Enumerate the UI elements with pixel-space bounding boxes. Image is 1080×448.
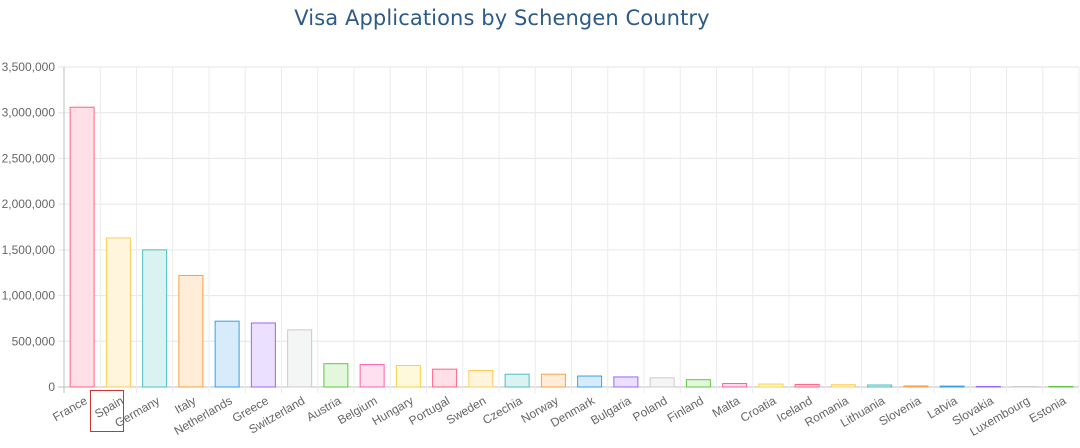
bar-malta[interactable] bbox=[722, 383, 748, 388]
x-tick-label: Hungary bbox=[370, 393, 416, 428]
bar-luxembourg[interactable] bbox=[1012, 386, 1038, 388]
x-tick-label: Slovenia bbox=[877, 393, 924, 428]
bar-belgium[interactable] bbox=[359, 364, 385, 388]
x-tick-label: Malta bbox=[710, 393, 743, 420]
chart-title: Visa Applications by Schengen Country bbox=[294, 6, 710, 30]
bar-romania[interactable] bbox=[830, 384, 856, 388]
y-tick-label: 1,500,000 bbox=[2, 243, 56, 257]
bar-latvia[interactable] bbox=[939, 385, 965, 388]
x-tick-label: Finland bbox=[665, 393, 706, 425]
grid-lines bbox=[58, 66, 1080, 393]
bar-switzerland[interactable] bbox=[287, 329, 313, 388]
bar-greece[interactable] bbox=[250, 322, 276, 388]
y-tick-label: 2,000,000 bbox=[2, 197, 56, 211]
bar-norway[interactable] bbox=[540, 373, 566, 388]
x-tick-label: France bbox=[50, 393, 90, 424]
y-tick-label: 1,000,000 bbox=[2, 289, 56, 303]
bars bbox=[69, 106, 1074, 388]
x-tick-label: Bulgaria bbox=[588, 393, 633, 427]
y-tick-label: 500,000 bbox=[12, 334, 56, 348]
bar-spain[interactable] bbox=[105, 237, 131, 388]
bar-france[interactable] bbox=[69, 106, 95, 388]
y-axis: 0 500,000 1,000,000 1,500,000 2,000,000 2,500… bbox=[2, 60, 56, 394]
y-tick-label: 3,000,000 bbox=[2, 106, 56, 120]
bar-netherlands[interactable] bbox=[214, 320, 240, 388]
highlight-box bbox=[90, 390, 124, 432]
x-tick-label: Sweden bbox=[444, 393, 489, 427]
bar-denmark[interactable] bbox=[577, 375, 603, 388]
bar-italy[interactable] bbox=[178, 274, 204, 388]
bar-finland[interactable] bbox=[685, 379, 711, 388]
x-tick-label: Portugal bbox=[406, 393, 452, 427]
y-tick-label: 2,500,000 bbox=[2, 151, 56, 165]
bar-hungary[interactable] bbox=[395, 365, 421, 388]
bar-croatia[interactable] bbox=[758, 383, 784, 388]
y-tick-label: 3,500,000 bbox=[2, 60, 56, 74]
bar-czechia[interactable] bbox=[504, 373, 530, 388]
y-tick-label: 0 bbox=[48, 380, 55, 394]
bar-estonia[interactable] bbox=[1048, 386, 1074, 388]
bar-lithuania[interactable] bbox=[867, 384, 893, 388]
bar-bulgaria[interactable] bbox=[613, 376, 639, 388]
x-tick-label: Estonia bbox=[1027, 393, 1069, 425]
bar-germany[interactable] bbox=[142, 249, 168, 388]
x-tick-label: Czechia bbox=[480, 393, 525, 427]
bar-slovenia[interactable] bbox=[903, 385, 929, 388]
x-tick-label: Poland bbox=[630, 393, 669, 424]
x-tick-label: Croatia bbox=[738, 393, 779, 425]
bar-portugal[interactable] bbox=[432, 368, 458, 388]
bar-austria[interactable] bbox=[323, 363, 349, 388]
bar-slovakia[interactable] bbox=[975, 385, 1001, 388]
bar-iceland[interactable] bbox=[794, 383, 820, 388]
bar-poland[interactable] bbox=[649, 377, 675, 388]
bar-sweden[interactable] bbox=[468, 370, 494, 388]
